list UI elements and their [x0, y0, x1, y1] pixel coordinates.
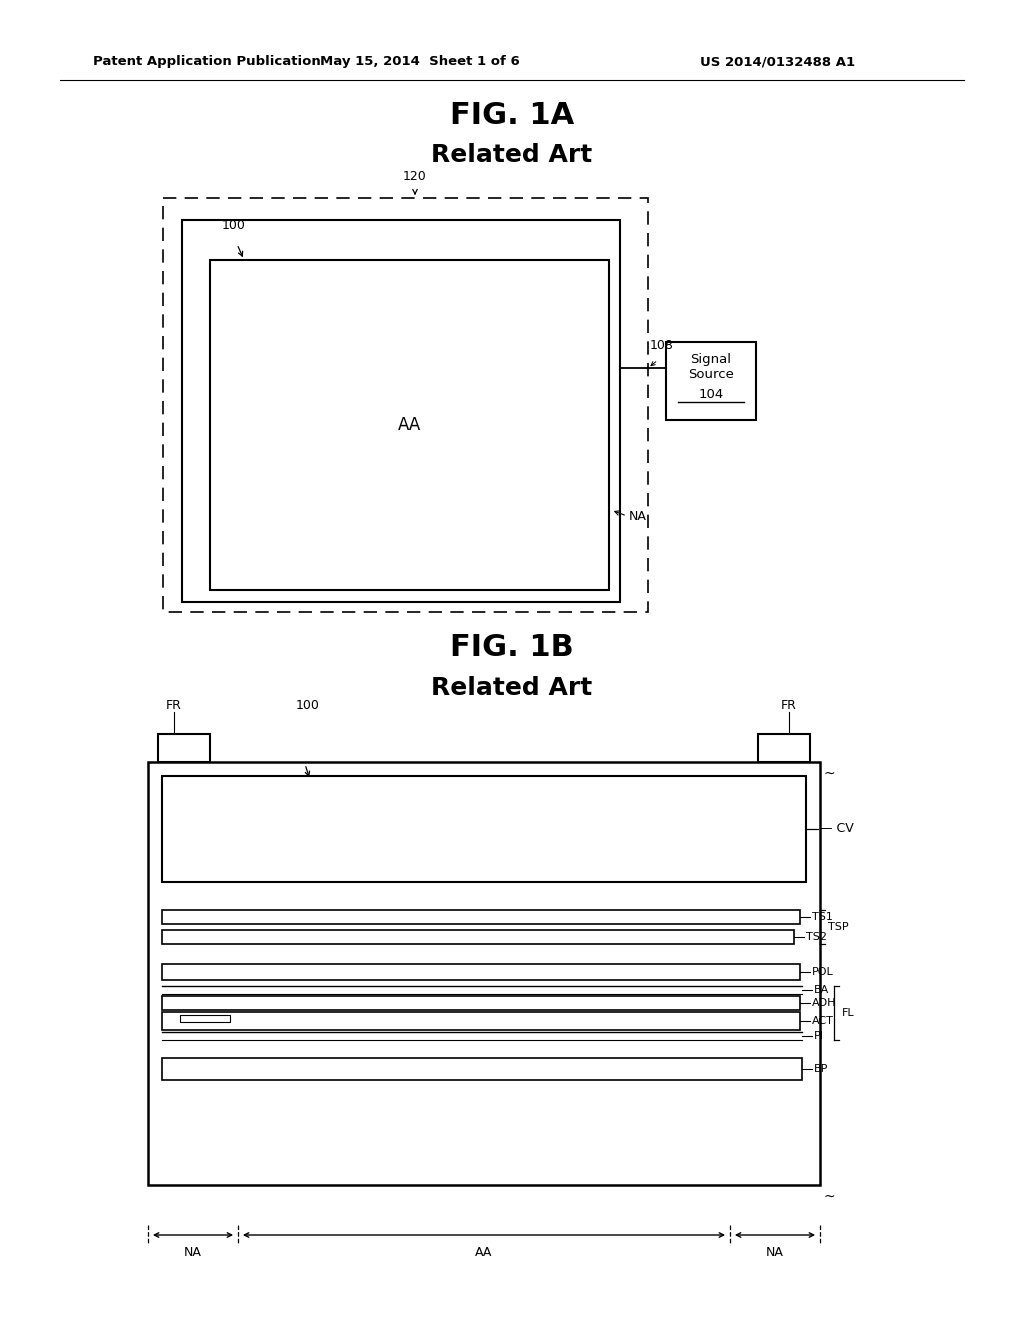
Text: — CV: — CV [820, 822, 854, 836]
Text: AA: AA [475, 1246, 493, 1259]
Text: FR: FR [166, 700, 182, 711]
Text: Signal: Signal [690, 352, 731, 366]
Bar [162, 931, 794, 944]
Bar [182, 220, 620, 602]
Text: ADH: ADH [812, 998, 837, 1008]
Text: Related Art: Related Art [431, 676, 593, 700]
Bar [148, 762, 820, 1185]
Text: Source: Source [688, 368, 734, 381]
Text: 108: 108 [650, 339, 674, 352]
Text: 100: 100 [222, 219, 246, 232]
Text: PI: PI [814, 1031, 824, 1041]
Text: May 15, 2014  Sheet 1 of 6: May 15, 2014 Sheet 1 of 6 [321, 55, 520, 69]
Text: 120: 120 [403, 170, 427, 183]
Text: FL: FL [842, 1008, 855, 1018]
Text: 104: 104 [698, 388, 724, 400]
Bar [162, 1012, 800, 1030]
Text: ACT: ACT [812, 1016, 834, 1026]
Text: FIG. 1B: FIG. 1B [451, 634, 573, 663]
Text: US 2014/0132488 A1: US 2014/0132488 A1 [700, 55, 855, 69]
Text: NA: NA [184, 1246, 202, 1259]
Text: TS2: TS2 [806, 932, 827, 942]
Bar [180, 1015, 230, 1022]
Bar [162, 997, 800, 1010]
Bar [666, 342, 756, 420]
Bar [210, 260, 609, 590]
Text: TSP: TSP [828, 921, 849, 932]
Text: FR: FR [781, 700, 797, 711]
Bar [162, 909, 800, 924]
Bar [163, 198, 648, 612]
Text: BA: BA [814, 985, 829, 995]
Text: 100: 100 [296, 700, 319, 711]
Text: ~: ~ [824, 1191, 836, 1204]
Text: Related Art: Related Art [431, 143, 593, 168]
Bar [162, 776, 806, 882]
Bar [162, 1059, 802, 1080]
Text: AA: AA [397, 416, 421, 434]
Text: ~: ~ [824, 767, 836, 781]
Text: NA: NA [629, 510, 647, 523]
Text: FIG. 1A: FIG. 1A [450, 100, 574, 129]
Text: Patent Application Publication: Patent Application Publication [93, 55, 321, 69]
Text: NA: NA [766, 1246, 784, 1259]
Bar [758, 734, 810, 762]
Text: TS1: TS1 [812, 912, 833, 921]
Text: BP: BP [814, 1064, 828, 1074]
Bar [162, 964, 800, 979]
Bar [158, 734, 210, 762]
Text: POL: POL [812, 968, 834, 977]
